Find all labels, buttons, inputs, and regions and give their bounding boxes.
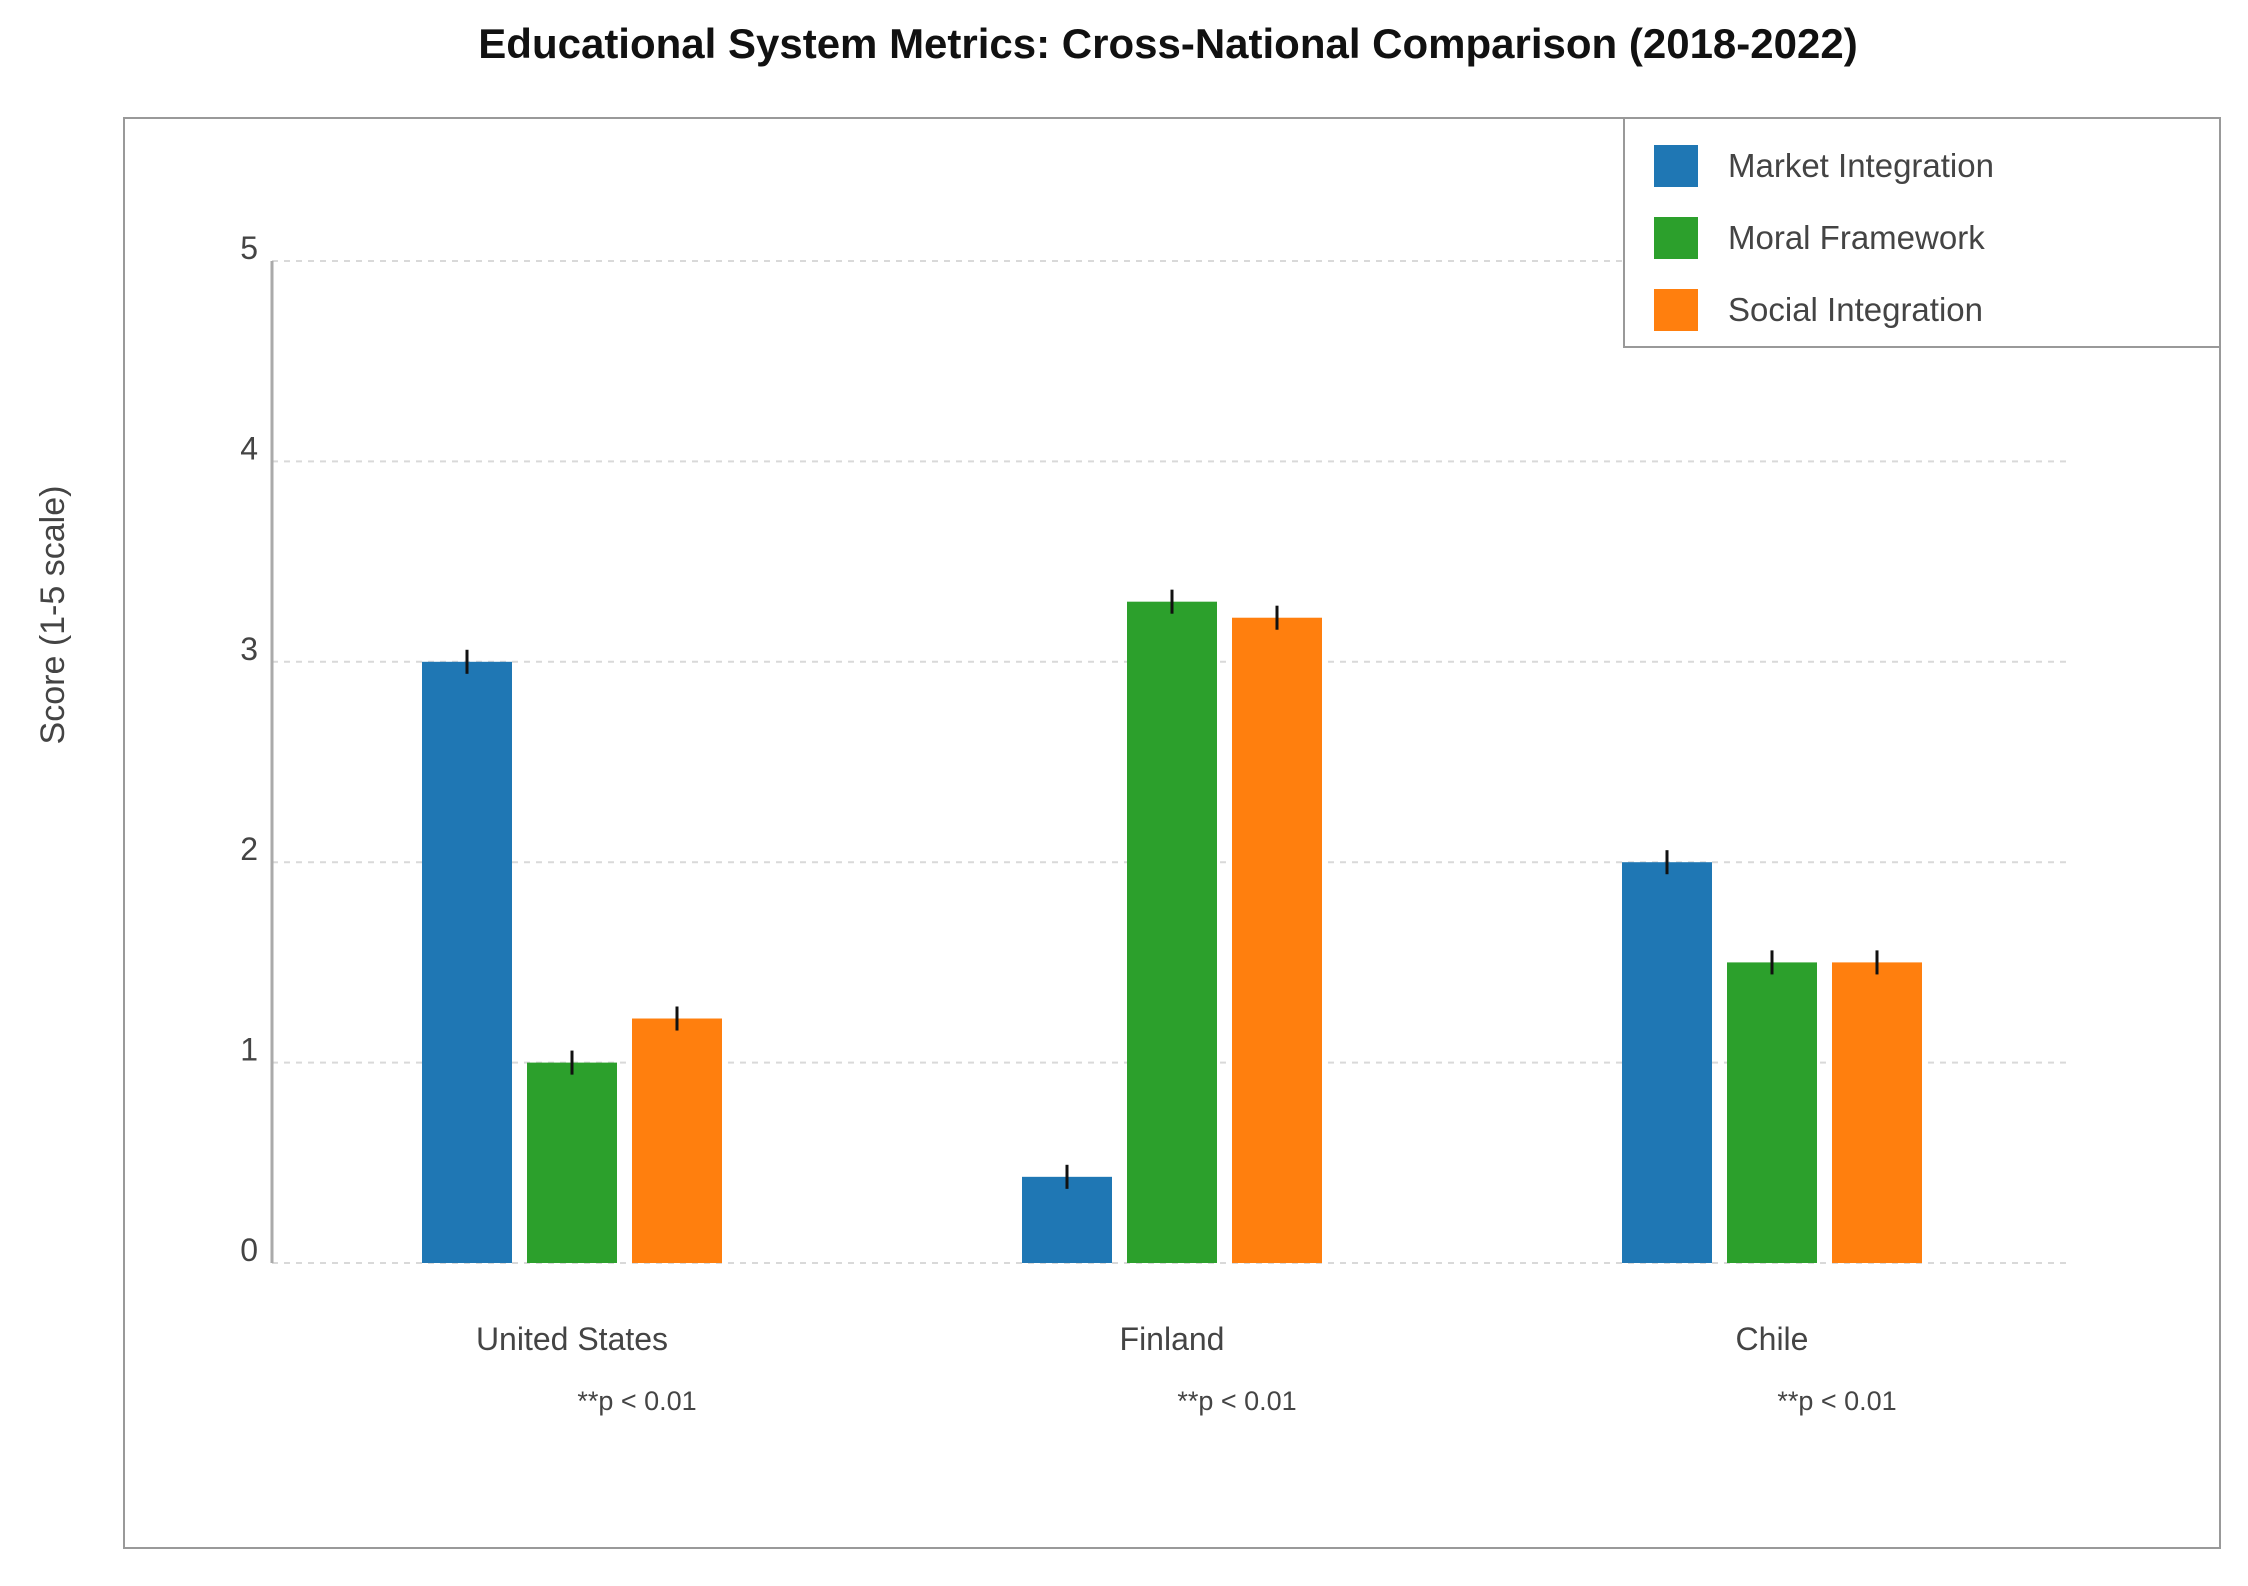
plot-frame xyxy=(123,117,2221,1549)
x-tick-label-0: United States xyxy=(476,1321,668,1357)
y-tick-label-2: 2 xyxy=(240,831,258,867)
bar-social-integration-1 xyxy=(1232,617,1322,1263)
y-tick-label-4: 4 xyxy=(240,430,258,466)
y-tick-label-0: 0 xyxy=(240,1232,258,1268)
bar-moral-framework-1 xyxy=(1127,601,1217,1263)
legend-swatch-social-integration xyxy=(1654,289,1698,331)
bar-social-integration-2 xyxy=(1832,962,1922,1263)
x-axis-labels: United States **p < 0.01 Finland **p < 0.01… xyxy=(476,1321,1897,1416)
significance-note-0: **p < 0.01 xyxy=(577,1386,696,1416)
bars-layer xyxy=(422,589,1922,1263)
bar-market-integration-0 xyxy=(422,661,512,1263)
significance-note-2: **p < 0.01 xyxy=(1777,1386,1896,1416)
bar-moral-framework-2 xyxy=(1727,962,1817,1263)
legend-box xyxy=(1623,117,2221,348)
y-tick-label-5: 5 xyxy=(240,230,258,266)
y-axis: 0 1 2 3 4 5 xyxy=(240,230,274,1268)
legend-label-social-integration: Social Integration xyxy=(1728,291,1983,328)
bar-moral-framework-0 xyxy=(527,1062,617,1263)
significance-note-1: **p < 0.01 xyxy=(1177,1386,1296,1416)
legend-swatch-market-integration xyxy=(1654,145,1698,187)
bar-social-integration-0 xyxy=(632,1018,722,1263)
y-axis-label: Score (1-5 scale) xyxy=(34,486,72,745)
legend-label-moral-framework: Moral Framework xyxy=(1728,219,1985,256)
y-tick-label-3: 3 xyxy=(240,631,258,667)
y-tick-label-1: 1 xyxy=(240,1032,258,1068)
bar-market-integration-2 xyxy=(1622,862,1712,1263)
chart-title: Educational System Metrics: Cross-Nation… xyxy=(478,20,1857,67)
legend-swatch-moral-framework xyxy=(1654,217,1698,259)
legend-label-market-integration: Market Integration xyxy=(1728,147,1994,184)
x-tick-label-2: Chile xyxy=(1736,1321,1809,1357)
legend: Market Integration Moral Framework Social … xyxy=(1623,117,2221,348)
bar-market-integration-1 xyxy=(1022,1176,1112,1263)
x-tick-label-1: Finland xyxy=(1120,1321,1225,1357)
